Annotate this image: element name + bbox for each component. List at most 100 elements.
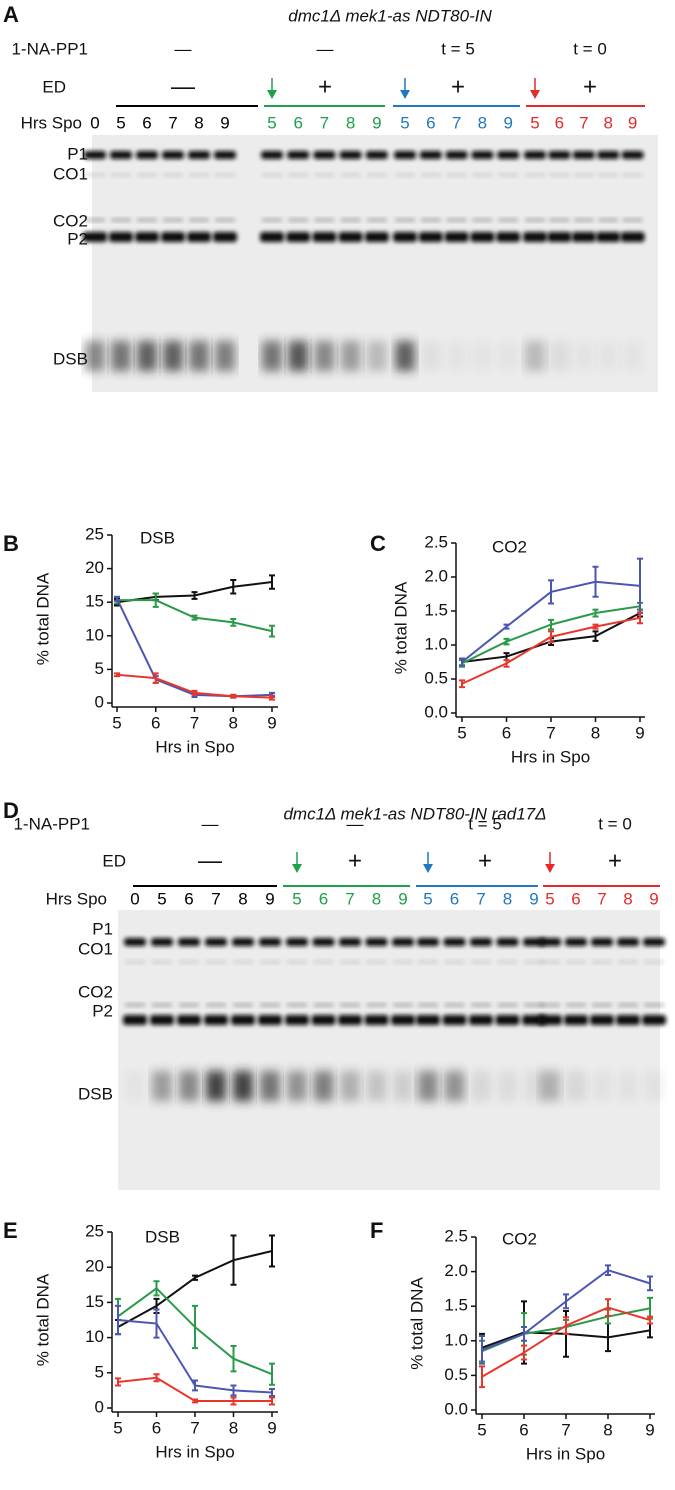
y-axis-label: % total DNA bbox=[391, 581, 410, 674]
band-co2 bbox=[137, 218, 157, 222]
arrow-head bbox=[400, 90, 410, 99]
band-co2 bbox=[85, 218, 105, 222]
y-tick-label: 20 bbox=[85, 558, 104, 577]
band-dsb bbox=[262, 341, 282, 371]
band-p1 bbox=[151, 938, 173, 946]
error-bar bbox=[269, 1234, 275, 1268]
band-co1 bbox=[446, 173, 467, 177]
drug-label: t = 0 bbox=[598, 814, 632, 833]
band-p1 bbox=[443, 938, 466, 946]
lane-label: 8 bbox=[623, 889, 632, 908]
error-bar bbox=[521, 1325, 527, 1342]
error-bar bbox=[192, 1274, 198, 1281]
band-co1 bbox=[540, 960, 560, 964]
band-co2 bbox=[206, 1003, 226, 1007]
band-co1 bbox=[163, 173, 183, 177]
error-bar bbox=[191, 689, 198, 696]
band-co1 bbox=[393, 960, 413, 964]
panel-letter: C bbox=[370, 531, 386, 556]
band-p1 bbox=[214, 151, 236, 159]
band-label: P2 bbox=[67, 229, 88, 248]
band-co1 bbox=[233, 960, 253, 964]
band-label: CO2 bbox=[53, 211, 88, 230]
error-bar bbox=[191, 614, 198, 621]
band-p2 bbox=[231, 1015, 255, 1025]
band-p1 bbox=[287, 151, 310, 159]
band-p1 bbox=[572, 151, 595, 159]
band-dsb bbox=[573, 341, 594, 371]
y-tick-label: 2.0 bbox=[424, 566, 448, 585]
lane-label: 9 bbox=[503, 113, 512, 132]
x-tick-label: 9 bbox=[645, 1420, 654, 1439]
band-co1 bbox=[444, 960, 465, 964]
error-bar bbox=[647, 1315, 653, 1325]
band-dsb bbox=[125, 1071, 145, 1101]
row-label: 1-NA-PP1 bbox=[11, 39, 88, 58]
band-p1 bbox=[548, 151, 571, 159]
band-dsb bbox=[566, 1071, 586, 1101]
band-p2 bbox=[364, 232, 389, 242]
band-co2 bbox=[340, 1003, 360, 1007]
band-co1 bbox=[152, 960, 172, 964]
band-p1 bbox=[365, 938, 388, 946]
lane-label: 7 bbox=[452, 113, 461, 132]
band-co2 bbox=[163, 218, 183, 222]
band-co1 bbox=[340, 960, 360, 964]
band-label: P1 bbox=[92, 919, 113, 938]
band-co2 bbox=[540, 1003, 560, 1007]
error-bar bbox=[230, 693, 237, 699]
band-dsb bbox=[179, 1071, 199, 1101]
band-p2 bbox=[416, 1015, 440, 1025]
error-bar bbox=[153, 1373, 160, 1383]
lane-label: 7 bbox=[345, 889, 354, 908]
drug-label: t = 5 bbox=[468, 814, 502, 833]
band-p2 bbox=[213, 232, 237, 242]
y-tick-label: 5 bbox=[95, 1362, 104, 1381]
band-p1 bbox=[188, 151, 210, 159]
band-label: P2 bbox=[92, 1001, 113, 1020]
band-dsb bbox=[287, 1071, 307, 1101]
band-co1 bbox=[206, 960, 226, 964]
x-tick-label: 7 bbox=[190, 713, 199, 732]
lane-label: 8 bbox=[194, 113, 203, 132]
band-co1 bbox=[179, 960, 199, 964]
error-bar bbox=[230, 1396, 237, 1406]
error-bar bbox=[230, 1234, 237, 1286]
band-p2 bbox=[177, 1015, 201, 1025]
band-p1 bbox=[339, 938, 361, 946]
band-p1 bbox=[232, 938, 254, 946]
ed-label: + bbox=[348, 847, 362, 874]
band-dsb bbox=[85, 341, 105, 371]
band-p2 bbox=[571, 232, 596, 242]
error-bar bbox=[114, 595, 120, 602]
band-p2 bbox=[150, 1015, 174, 1025]
error-bar bbox=[548, 579, 554, 605]
x-axis-label: Hrs in Spo bbox=[526, 1444, 605, 1463]
error-bar bbox=[153, 1280, 160, 1297]
band-co2 bbox=[125, 1003, 145, 1007]
band-p2 bbox=[393, 232, 417, 242]
y-tick-label: 10 bbox=[85, 1327, 104, 1346]
y-tick-label: 0.0 bbox=[424, 702, 448, 721]
band-p1 bbox=[312, 938, 335, 946]
band-p1 bbox=[597, 151, 620, 159]
band-co2 bbox=[215, 218, 235, 222]
band-p2 bbox=[523, 232, 547, 242]
x-axis-label: Hrs in Spo bbox=[155, 1442, 234, 1461]
x-axis-label: Hrs in Spo bbox=[155, 737, 234, 756]
row-label: ED bbox=[102, 851, 126, 870]
error-bar bbox=[503, 637, 510, 646]
band-dsb bbox=[340, 1071, 360, 1101]
band-p2 bbox=[338, 1015, 362, 1025]
band-co1 bbox=[215, 173, 235, 177]
band-co1 bbox=[549, 173, 570, 177]
band-p1 bbox=[205, 938, 227, 946]
panel-letter: E bbox=[3, 1218, 18, 1243]
error-bar bbox=[647, 1275, 653, 1292]
band-dsb bbox=[366, 341, 387, 371]
band-co1 bbox=[111, 173, 131, 177]
band-co1 bbox=[314, 173, 335, 177]
x-tick-label: 9 bbox=[267, 1418, 276, 1437]
band-dsb bbox=[340, 341, 361, 371]
band-p2 bbox=[596, 232, 621, 242]
